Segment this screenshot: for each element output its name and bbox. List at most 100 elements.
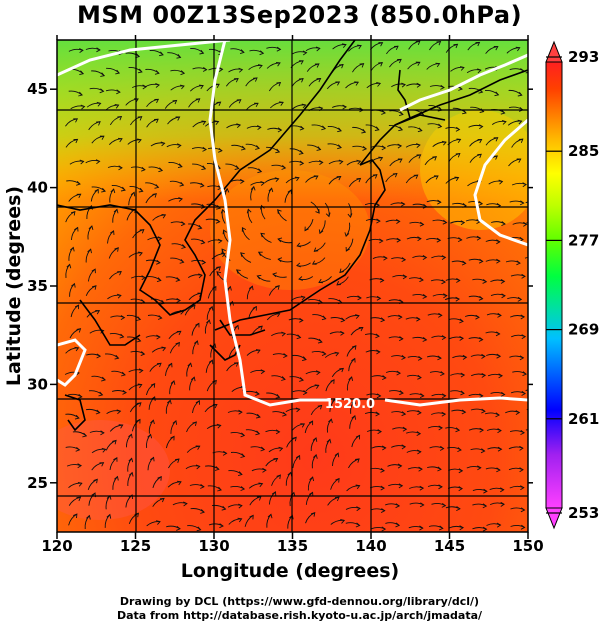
streamline-arrowhead bbox=[395, 219, 401, 224]
streamline-arrowhead bbox=[287, 189, 292, 195]
streamline-arrowhead bbox=[321, 351, 327, 357]
streamline-arrowhead bbox=[515, 46, 521, 52]
streamline-arrowhead bbox=[482, 503, 488, 509]
streamline bbox=[531, 465, 545, 467]
streamline-arrowhead bbox=[190, 376, 196, 382]
streamline-arrowhead bbox=[120, 371, 126, 377]
streamline-arrowhead bbox=[201, 165, 207, 171]
streamline-arrowhead bbox=[500, 279, 506, 284]
colorbar-max-arrow bbox=[545, 40, 563, 63]
streamline-arrowhead bbox=[378, 42, 384, 47]
streamline-arrowhead bbox=[202, 146, 207, 152]
streamline-arrowhead bbox=[221, 248, 226, 254]
streamline-arrowhead bbox=[535, 257, 539, 261]
streamline-arrowhead bbox=[536, 389, 539, 393]
streamline-arrowhead bbox=[140, 351, 146, 357]
streamline-arrowhead bbox=[479, 427, 484, 433]
streamline-arrowhead bbox=[398, 483, 404, 489]
streamline-arrowhead bbox=[500, 109, 506, 115]
streamline-arrowhead bbox=[120, 315, 126, 320]
streamline-arrowhead bbox=[298, 276, 303, 281]
streamline-arrowhead bbox=[541, 450, 545, 454]
streamline-arrowhead bbox=[224, 187, 230, 193]
credit-drawing: Drawing by DCL (https://www.gfd-dennou.o… bbox=[119, 595, 480, 608]
streamline bbox=[529, 508, 543, 510]
streamline-arrowhead bbox=[540, 277, 544, 281]
streamline-arrowhead bbox=[154, 184, 160, 189]
streamline-arrowhead bbox=[441, 393, 447, 399]
streamline-arrowhead bbox=[66, 263, 72, 269]
streamline-arrowhead bbox=[118, 165, 123, 171]
streamline-arrowhead bbox=[311, 260, 317, 265]
streamline-arrowhead bbox=[397, 463, 403, 469]
streamline-arrowhead bbox=[296, 262, 301, 268]
streamline-arrowhead bbox=[79, 48, 84, 53]
streamline-arrowhead bbox=[206, 319, 211, 325]
streamline-arrowhead bbox=[250, 185, 256, 191]
streamline-arrowhead bbox=[160, 141, 166, 147]
streamline-arrowhead bbox=[268, 187, 274, 193]
streamline-arrowhead bbox=[359, 63, 365, 68]
streamline-arrowhead bbox=[114, 104, 120, 109]
streamline-arrowhead bbox=[137, 138, 142, 144]
streamline-arrowhead bbox=[150, 419, 155, 425]
streamline-arrowhead bbox=[347, 213, 353, 219]
streamline-arrowhead bbox=[115, 69, 121, 75]
streamline-arrowhead bbox=[176, 54, 182, 59]
streamline-arrowhead bbox=[493, 137, 499, 142]
streamline-arrowhead bbox=[398, 336, 404, 342]
streamline-arrowhead bbox=[299, 60, 304, 65]
streamline-arrowhead bbox=[147, 433, 153, 439]
streamline-arrowhead bbox=[536, 429, 540, 433]
streamline-arrowhead bbox=[317, 404, 323, 410]
streamline-arrowhead bbox=[96, 121, 101, 126]
streamline-arrowhead bbox=[417, 127, 423, 133]
streamline-arrowhead bbox=[238, 503, 243, 509]
streamline-arrowhead bbox=[496, 522, 502, 528]
streamline-arrowhead bbox=[76, 328, 82, 333]
streamline-arrowhead bbox=[355, 522, 361, 528]
streamline-arrowhead bbox=[93, 478, 98, 484]
streamline-arrowhead bbox=[441, 411, 447, 417]
streamline-arrowhead bbox=[417, 410, 422, 416]
streamline-arrowhead bbox=[101, 447, 107, 453]
colorbar-label: 285 bbox=[568, 142, 599, 160]
streamline-arrowhead bbox=[114, 247, 119, 252]
streamline-arrowhead bbox=[154, 98, 160, 104]
streamline bbox=[525, 201, 528, 204]
colorbar-label: 261 bbox=[568, 410, 599, 428]
streamline-arrowhead bbox=[258, 325, 263, 331]
streamline-arrowhead bbox=[455, 152, 461, 158]
streamline-arrowhead bbox=[438, 425, 443, 431]
streamline-arrowhead bbox=[374, 126, 380, 131]
streamline-arrowhead bbox=[139, 229, 145, 234]
streamline-arrowhead bbox=[275, 429, 281, 435]
streamline-arrowhead bbox=[302, 50, 308, 56]
streamline-arrowhead bbox=[177, 163, 183, 169]
streamline-arrowhead bbox=[77, 394, 83, 399]
streamline-arrowhead bbox=[376, 349, 381, 355]
streamline-arrowhead bbox=[180, 221, 186, 227]
streamline-arrowhead bbox=[199, 84, 204, 90]
streamline-arrowhead bbox=[372, 174, 378, 179]
streamline-arrowhead bbox=[501, 119, 507, 125]
streamline-arrowhead bbox=[136, 418, 141, 424]
streamline-arrowhead bbox=[378, 62, 384, 67]
streamline-arrowhead bbox=[113, 457, 118, 462]
streamline-arrowhead bbox=[321, 125, 327, 131]
streamline-arrowhead bbox=[357, 44, 362, 50]
streamline-arrowhead bbox=[159, 497, 165, 503]
streamline-arrowhead bbox=[358, 327, 364, 332]
streamline-arrowhead bbox=[79, 70, 85, 76]
streamline-arrowhead bbox=[480, 448, 486, 454]
streamline-arrowhead bbox=[74, 304, 80, 310]
streamline-arrowhead bbox=[295, 454, 301, 460]
streamline-arrowhead bbox=[272, 272, 277, 278]
streamline-arrowhead bbox=[378, 156, 384, 162]
streamline-arrowhead bbox=[520, 524, 526, 530]
streamline-arrowhead bbox=[495, 331, 501, 337]
streamline-arrowhead bbox=[98, 391, 104, 397]
streamline-arrowhead bbox=[296, 242, 302, 248]
x-axis-title: Longitude (degrees) bbox=[181, 560, 399, 582]
streamline-arrowhead bbox=[138, 368, 144, 374]
